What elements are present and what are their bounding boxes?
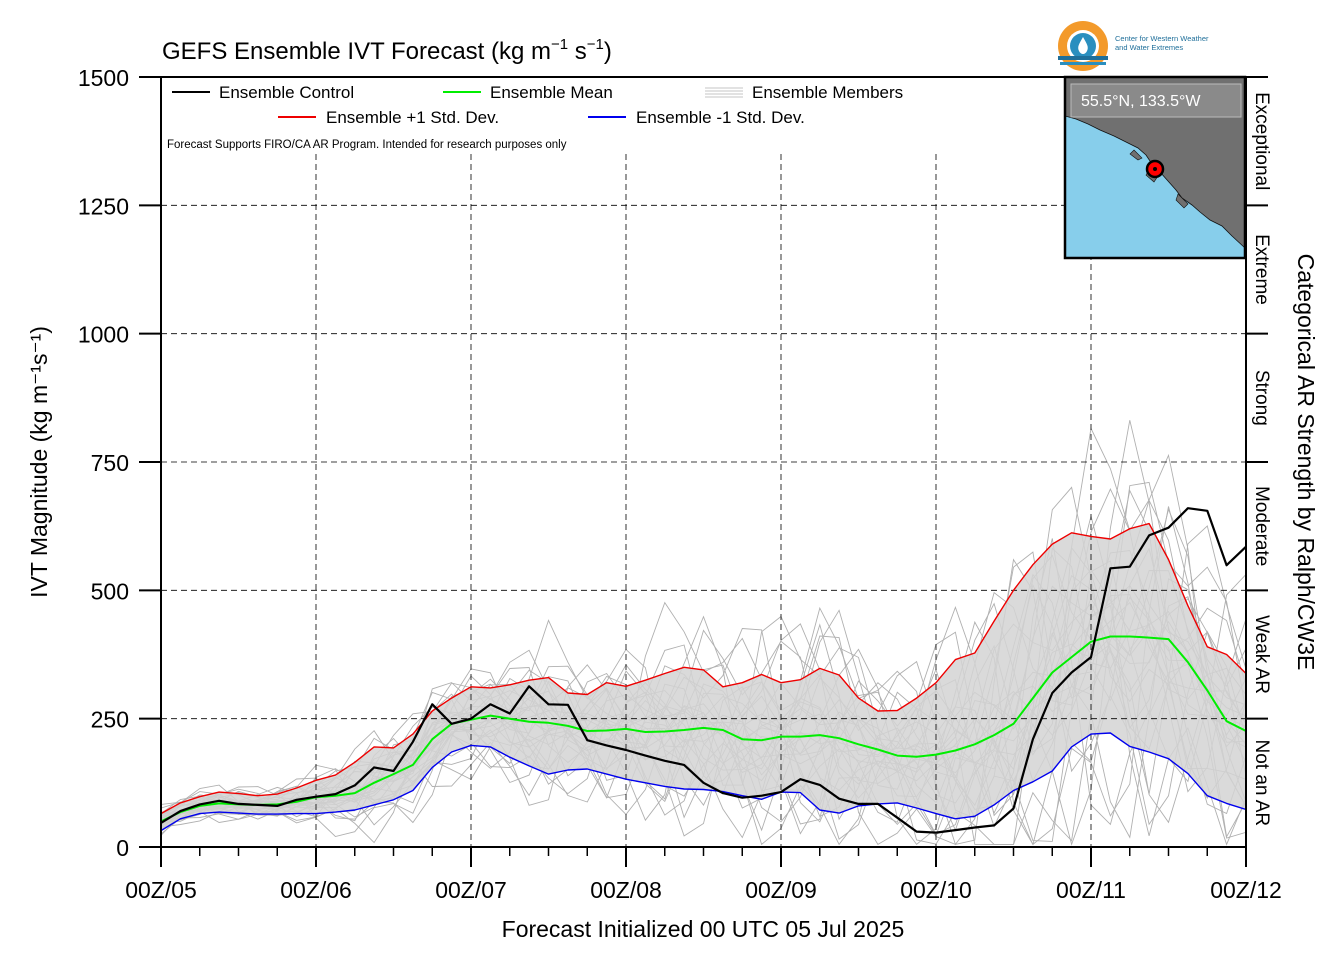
inset-location-label: 55.5°N, 133.5°W: [1081, 93, 1201, 110]
category-label: Strong: [1251, 370, 1272, 426]
x-tick-label: 00Z/09: [745, 877, 817, 903]
legend-label-minus-sd: Ensemble -1 Std. Dev.: [636, 108, 805, 127]
ar-category-axis: Not an AR Weak AR Moderate Strong Extreme Exc…: [1246, 76, 1272, 826]
series-line-minus-sd: [161, 732, 1246, 832]
right-axis-label: Categorical AR Strength by Ralph/CW3E: [1293, 254, 1319, 671]
disclaimer-note: Forecast Supports FIRO/CA AR Program. In…: [167, 139, 567, 151]
x-tick-label: 00Z/05: [125, 877, 197, 903]
x-tick-label: 00Z/11: [1056, 877, 1126, 903]
series-line-control: [161, 507, 1246, 834]
x-tick-label: 00Z/08: [590, 877, 662, 903]
std-dev-band: [161, 523, 1246, 831]
chart-title-end: ): [604, 38, 612, 65]
category-label: Moderate: [1251, 486, 1272, 566]
x-axis-label: Forecast Initialized 00 UTC 05 Jul 2025: [502, 916, 905, 942]
category-label: Not an AR: [1251, 739, 1272, 826]
category-label: Exceptional: [1251, 92, 1272, 190]
legend-label-plus-sd: Ensemble +1 Std. Dev.: [326, 108, 499, 127]
location-inset-map: 55.5°N, 133.5°W: [1063, 75, 1247, 260]
legend-swatch-members: [705, 87, 743, 98]
legend-label-members: Ensemble Members: [752, 83, 903, 102]
y-tick-label: 750: [91, 450, 129, 476]
y-axis-label: IVT Magnitude (kg m⁻¹s⁻¹): [26, 326, 52, 598]
y-tick-label: 500: [91, 578, 129, 604]
y-tick-label: 0: [116, 835, 129, 861]
legend: Ensemble Control Ensemble Mean Ensemble …: [172, 83, 903, 127]
std-dev-band-fill: [161, 523, 1246, 831]
x-axis: 00Z/05 00Z/06 00Z/07 00Z/08 00Z/09 00Z/10 00Z/…: [125, 847, 1282, 903]
chart-title: GEFS Ensemble IVT Forecast (kg m−1 s−1): [162, 36, 612, 65]
series-lines: [161, 507, 1246, 834]
logo-text-line2: and Water Extremes: [1115, 43, 1183, 52]
chart-title-text: GEFS Ensemble IVT Forecast (kg m: [162, 38, 551, 65]
chart-title-sup1: −1: [551, 36, 568, 53]
y-tick-label: 1500: [78, 65, 129, 91]
y-axis: 0 250 500 750 1000 1250 1500: [78, 65, 161, 861]
cw3e-logo: Center for Western Weather and Water Ext…: [1058, 21, 1209, 71]
category-label: Extreme: [1251, 234, 1272, 305]
chart-title-mid: s: [568, 38, 587, 65]
x-tick-label: 00Z/10: [900, 877, 972, 903]
x-tick-label: 00Z/07: [435, 877, 507, 903]
x-tick-label: 00Z/12: [1210, 877, 1282, 903]
chart-title-sup2: −1: [587, 36, 604, 53]
y-tick-label: 250: [91, 707, 129, 733]
legend-label-mean: Ensemble Mean: [490, 83, 613, 102]
category-label: Weak AR: [1251, 615, 1272, 694]
series-line-plus-sd: [161, 522, 1246, 815]
y-tick-label: 1250: [78, 193, 129, 219]
y-tick-label: 1000: [78, 322, 129, 348]
logo-text-line1: Center for Western Weather: [1115, 34, 1209, 43]
legend-label-control: Ensemble Control: [219, 83, 354, 102]
series-line-mean: [161, 635, 1246, 823]
x-tick-label: 00Z/06: [280, 877, 352, 903]
